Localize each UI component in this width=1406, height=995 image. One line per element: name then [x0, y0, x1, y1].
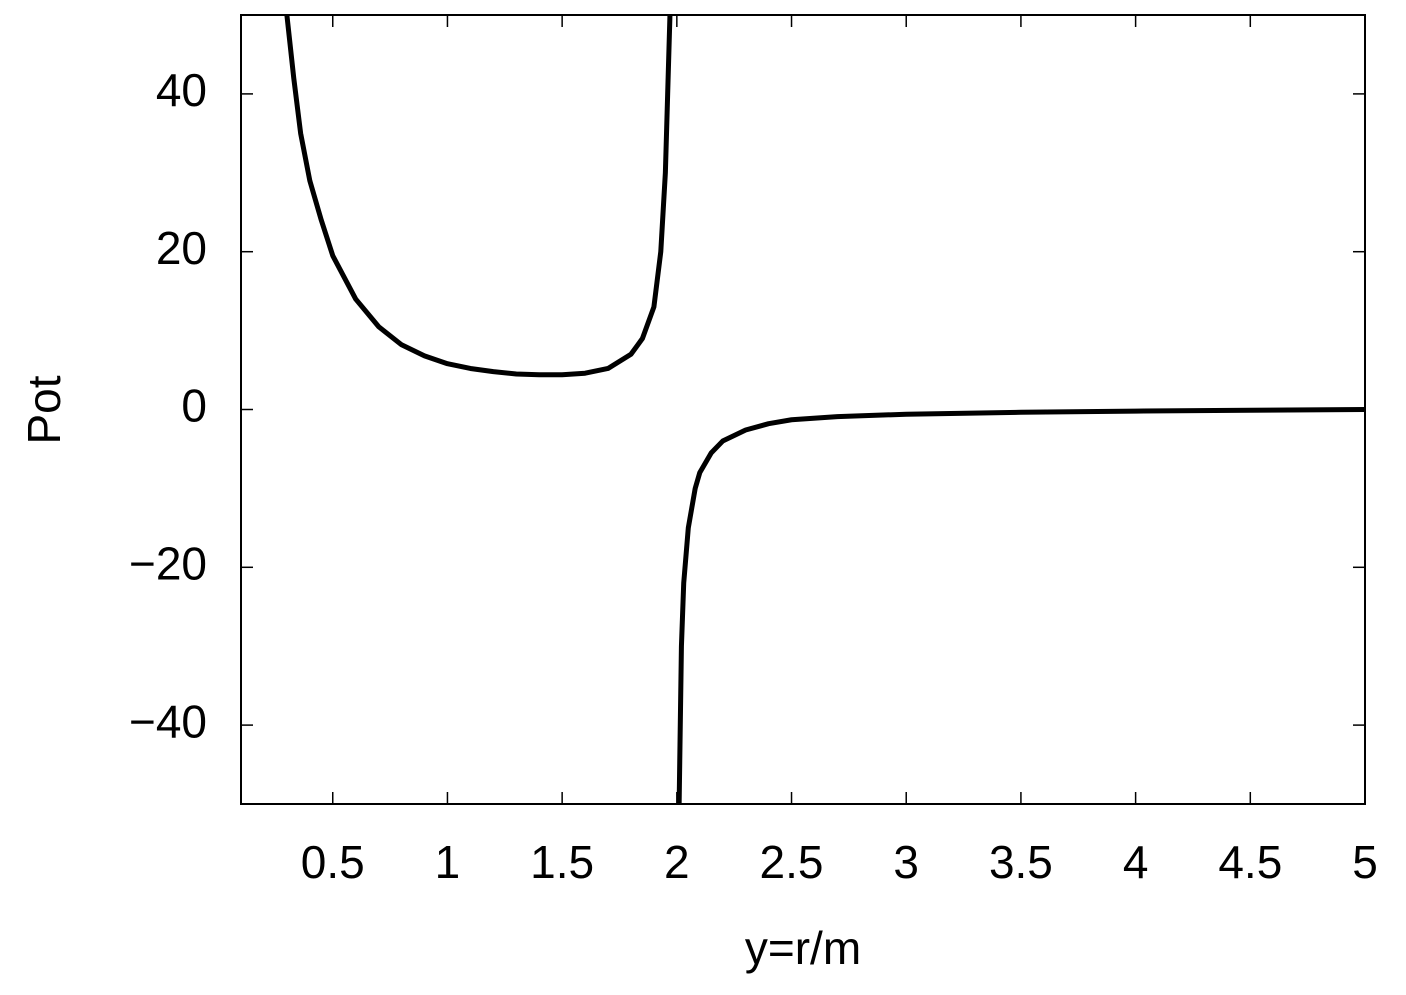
x-axis-label: y=r/m	[745, 922, 861, 974]
y-tick-label: 40	[156, 64, 207, 116]
x-tick-label: 1	[435, 836, 461, 888]
x-tick-label: 1.5	[530, 836, 594, 888]
y-axis-label: Pot	[18, 375, 70, 444]
data-line	[284, 15, 1365, 804]
x-tick-label: 5	[1352, 836, 1378, 888]
x-tick-label: 0.5	[301, 836, 365, 888]
y-tick-label: −20	[129, 537, 207, 589]
x-tick-label: 3.5	[989, 836, 1053, 888]
y-tick-label: 0	[181, 380, 207, 432]
x-tick-label: 2.5	[760, 836, 824, 888]
x-tick-label: 4.5	[1218, 836, 1282, 888]
x-tick-label: 2	[664, 836, 690, 888]
x-tick-label: 3	[893, 836, 919, 888]
x-tick-label: 4	[1123, 836, 1149, 888]
y-tick-label: 20	[156, 222, 207, 274]
y-tick-label: −40	[129, 695, 207, 747]
